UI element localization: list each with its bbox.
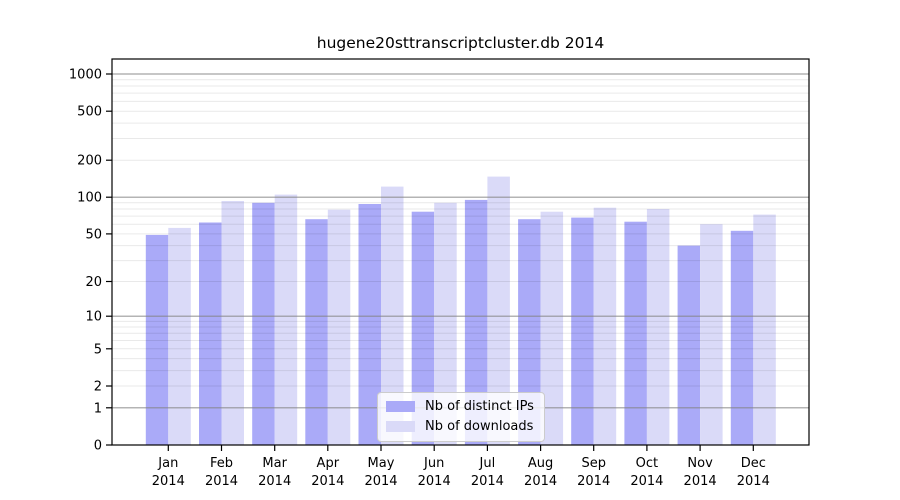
y-tick-label: 20 bbox=[85, 275, 102, 290]
x-tick-label-year: 2014 bbox=[524, 474, 557, 489]
downloads-bar-oct bbox=[646, 209, 670, 445]
x-tick-label-year: 2014 bbox=[364, 474, 397, 489]
downloads-bar-apr bbox=[327, 209, 351, 445]
x-tick-label-month: Aug bbox=[528, 456, 553, 471]
x-tick-label-year: 2014 bbox=[205, 474, 238, 489]
y-tick-label: 200 bbox=[77, 154, 102, 169]
ips-bar-aug bbox=[518, 219, 541, 445]
y-tick-label: 1 bbox=[94, 401, 102, 416]
x-tick-label-year: 2014 bbox=[737, 474, 770, 489]
downloads-bar-jun bbox=[434, 202, 457, 445]
x-tick-label-month: Sep bbox=[581, 456, 606, 471]
y-tick-label: 50 bbox=[85, 227, 102, 242]
chart-title: hugene20sttranscriptcluster.db 2014 bbox=[316, 34, 605, 52]
downloads-bar-sep bbox=[593, 207, 617, 445]
x-tick-label-year: 2014 bbox=[684, 474, 717, 489]
ips-bar-dec bbox=[730, 230, 754, 445]
x-tick-label-month: Jul bbox=[479, 456, 496, 471]
downloads-swatch bbox=[386, 421, 415, 432]
downloads-bar-mar bbox=[274, 194, 298, 445]
x-tick-label-year: 2014 bbox=[630, 474, 663, 489]
downloads-bar-dec bbox=[753, 214, 776, 445]
legend: Nb of distinct IPs Nb of downloads bbox=[377, 392, 545, 442]
legend-label-downloads: Nb of downloads bbox=[425, 419, 534, 434]
downloads-bar-aug bbox=[540, 211, 564, 445]
legend-row-ips: Nb of distinct IPs bbox=[378, 399, 544, 414]
x-tick-label-month: Mar bbox=[262, 456, 287, 471]
x-tick-label-month: Feb bbox=[210, 456, 233, 471]
downloads-bar-jan bbox=[168, 227, 191, 445]
x-tick-label-month: Dec bbox=[741, 456, 766, 471]
x-tick-label-month: Jan bbox=[157, 456, 178, 471]
x-tick-label-year: 2014 bbox=[418, 474, 451, 489]
y-tick-label: 1000 bbox=[69, 68, 102, 83]
x-tick-label-month: Nov bbox=[687, 456, 713, 471]
legend-row-downloads: Nb of downloads bbox=[378, 419, 544, 434]
ips-bar-jan bbox=[145, 234, 169, 445]
ips-bar-mar bbox=[252, 202, 275, 445]
downloads-bar-nov bbox=[700, 224, 723, 445]
y-tick-label: 10 bbox=[85, 310, 102, 325]
y-tick-label: 2 bbox=[94, 380, 102, 395]
downloads-bar-jul bbox=[487, 176, 510, 445]
ips-bar-feb bbox=[199, 222, 222, 445]
x-tick-label-year: 2014 bbox=[152, 474, 185, 489]
ips-bar-sep bbox=[571, 217, 594, 445]
x-tick-label-month: Oct bbox=[636, 456, 658, 471]
ips-swatch bbox=[386, 401, 415, 412]
ips-bar-oct bbox=[624, 221, 647, 445]
x-tick-label-year: 2014 bbox=[311, 474, 344, 489]
x-tick-label-month: May bbox=[368, 456, 395, 471]
legend-label-ips: Nb of distinct IPs bbox=[425, 399, 534, 414]
x-tick-label-month: Jun bbox=[423, 456, 444, 471]
plot-box bbox=[111, 58, 810, 446]
ips-bar-jul bbox=[464, 199, 488, 445]
y-tick-label: 100 bbox=[77, 191, 102, 206]
x-tick-label-year: 2014 bbox=[471, 474, 504, 489]
downloads-bar-feb bbox=[221, 201, 244, 445]
ips-bar-apr bbox=[305, 219, 328, 445]
x-tick-label-year: 2014 bbox=[258, 474, 291, 489]
y-tick-label: 5 bbox=[94, 342, 102, 357]
x-tick-label-month: Apr bbox=[317, 456, 340, 471]
ips-bar-jun bbox=[411, 211, 435, 445]
y-tick-label: 500 bbox=[77, 105, 102, 120]
ips-bar-may bbox=[358, 204, 381, 445]
y-tick-label: 0 bbox=[94, 439, 102, 454]
x-tick-label-year: 2014 bbox=[577, 474, 610, 489]
ips-bar-nov bbox=[677, 245, 701, 445]
